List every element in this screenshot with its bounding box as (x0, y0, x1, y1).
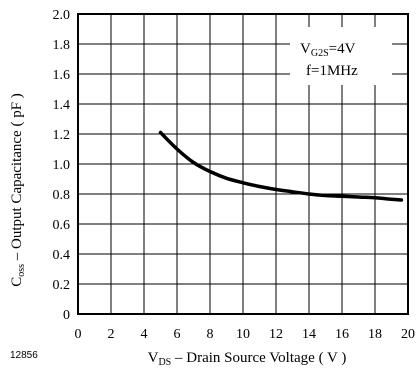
y-tick-label: 0.4 (53, 248, 71, 263)
y-tick-label: 1.8 (53, 38, 71, 53)
x-tick-label: 18 (368, 327, 382, 342)
figure-id: 12856 (10, 350, 38, 361)
x-tick-label: 16 (335, 327, 349, 342)
y-tick-label: 0.8 (53, 188, 71, 203)
x-tick-label: 4 (141, 327, 148, 342)
x-tick-label: 0 (75, 327, 82, 342)
series-line (158, 130, 404, 202)
y-axis-label: Coss – Output Capacitance ( pF ) (9, 93, 27, 287)
y-tick-label: 1.0 (53, 158, 71, 173)
y-tick-label: 0.2 (53, 278, 71, 293)
y-tick-label: 2.0 (53, 8, 71, 23)
x-tick-label: 2 (108, 327, 115, 342)
x-tick-label: 8 (207, 327, 214, 342)
y-tick-label: 0.6 (53, 218, 71, 233)
x-tick-label: 20 (401, 327, 415, 342)
x-tick-label: 14 (302, 327, 316, 342)
grid (78, 14, 408, 314)
x-tick-label: 6 (174, 327, 181, 342)
y-tick-label: 1.2 (53, 128, 71, 143)
plot-frame (77, 13, 409, 315)
x-axis-label: VDS – Drain Source Voltage ( V ) (148, 350, 347, 368)
annotation-frequency: f=1MHz (306, 63, 358, 79)
annotation-box (290, 27, 392, 85)
y-tick-label: 1.4 (53, 98, 71, 113)
x-tick-label: 12 (269, 327, 283, 342)
y-tick-labels: 0 0.2 0.4 0.6 0.8 1.0 1.2 1.4 1.6 1.8 2.0 (53, 8, 71, 323)
x-tick-labels: 0 2 4 6 8 10 12 14 16 18 20 (75, 327, 416, 342)
annotation-vg2s: VG2S=4V (300, 41, 356, 59)
y-tick-label: 0 (63, 308, 70, 323)
y-tick-label: 1.6 (53, 68, 71, 83)
x-tick-label: 10 (236, 327, 250, 342)
